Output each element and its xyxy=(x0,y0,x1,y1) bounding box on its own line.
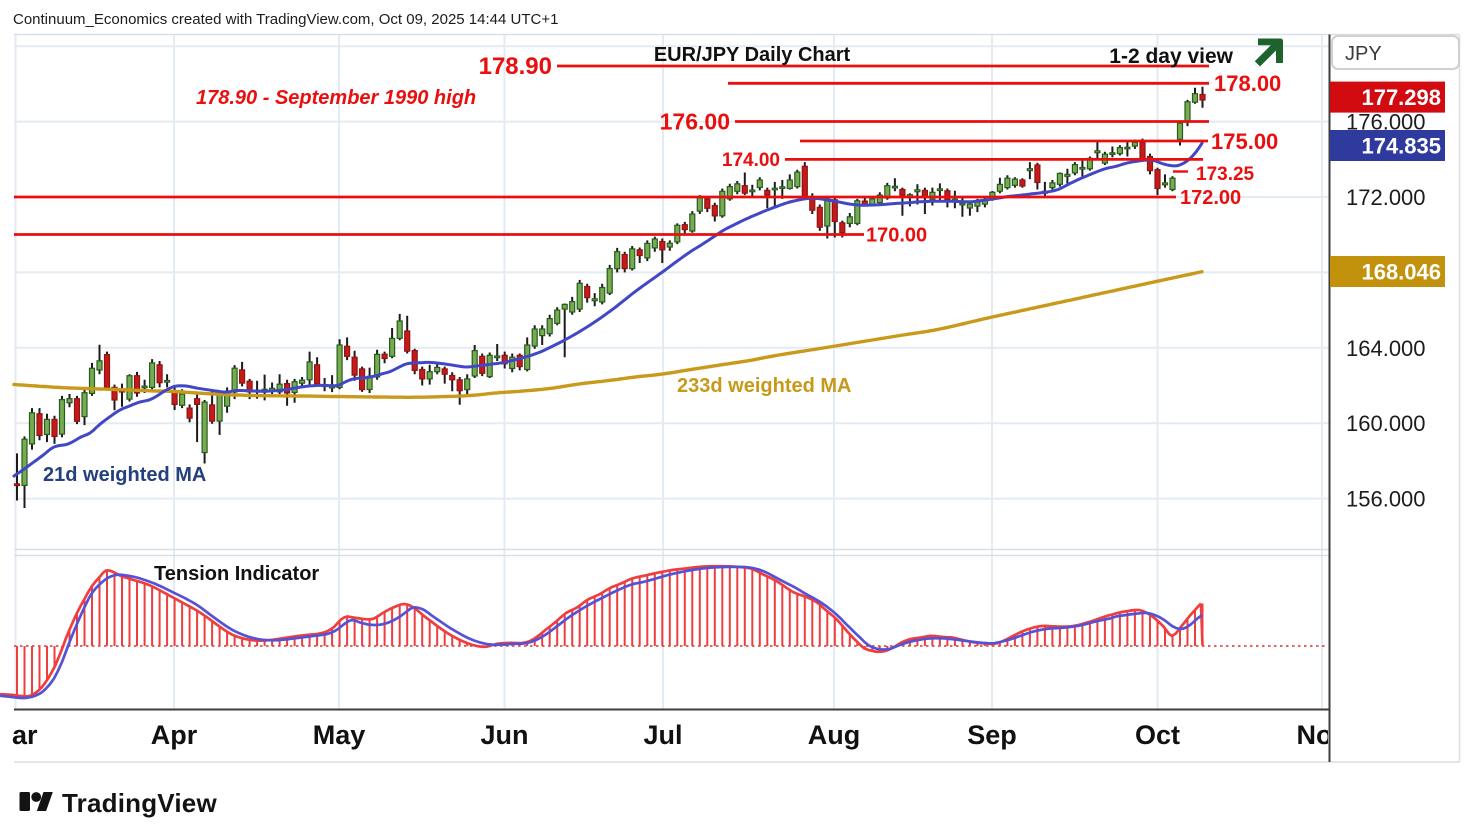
svg-text:Nov: Nov xyxy=(1296,720,1347,750)
svg-text:177.298: 177.298 xyxy=(1361,85,1441,110)
svg-text:1-2 day view: 1-2 day view xyxy=(1109,45,1233,68)
svg-text:Jun: Jun xyxy=(480,720,528,750)
svg-text:176.00: 176.00 xyxy=(660,109,730,135)
svg-text:172.00: 172.00 xyxy=(1180,187,1241,209)
svg-text:170.00: 170.00 xyxy=(866,225,927,247)
svg-text:Sep: Sep xyxy=(967,720,1017,750)
svg-text:Continuum_Economics created wi: Continuum_Economics created with Trading… xyxy=(13,11,558,28)
svg-text:178.90: 178.90 xyxy=(479,53,552,80)
svg-text:EUR/JPY Daily Chart: EUR/JPY Daily Chart xyxy=(654,44,851,66)
svg-text:160.000: 160.000 xyxy=(1346,411,1426,436)
svg-text:164.000: 164.000 xyxy=(1346,336,1426,361)
svg-text:233d weighted MA: 233d weighted MA xyxy=(677,375,851,397)
svg-text:172.000: 172.000 xyxy=(1346,185,1426,210)
svg-text:175.00: 175.00 xyxy=(1211,129,1278,154)
svg-text:JPY: JPY xyxy=(1345,43,1382,65)
svg-text:Aug: Aug xyxy=(808,720,860,750)
svg-text:Oct: Oct xyxy=(1135,720,1180,750)
svg-text:156.000: 156.000 xyxy=(1346,487,1426,512)
svg-text:173.25: 173.25 xyxy=(1196,164,1255,185)
svg-text:21d weighted MA: 21d weighted MA xyxy=(43,464,206,486)
svg-text:174.00: 174.00 xyxy=(722,150,780,171)
svg-text:Apr: Apr xyxy=(151,720,198,750)
svg-text:Jul: Jul xyxy=(643,720,682,750)
svg-text:168.046: 168.046 xyxy=(1361,260,1441,285)
svg-text:Tension Indicator: Tension Indicator xyxy=(154,563,319,585)
svg-text:ar: ar xyxy=(12,720,38,750)
svg-text:May: May xyxy=(313,720,366,750)
svg-text:178.00: 178.00 xyxy=(1214,71,1281,96)
svg-text:TradingView: TradingView xyxy=(62,788,217,818)
svg-text:178.90 - September 1990 high: 178.90 - September 1990 high xyxy=(196,87,476,109)
svg-text:174.835: 174.835 xyxy=(1361,134,1441,159)
